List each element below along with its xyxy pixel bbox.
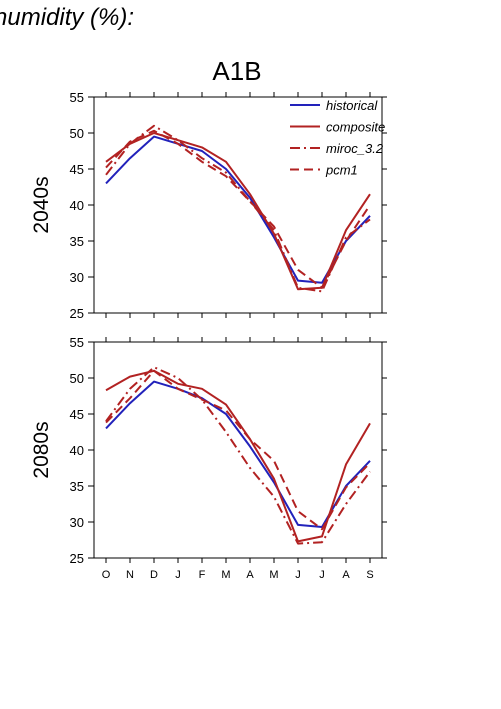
series-line-miroc-3-2 xyxy=(105,124,371,293)
series-line-historical xyxy=(105,135,371,284)
plot-panels: 25 30 35 40 45 50 55 2040s historical composite mi… xyxy=(30,90,387,581)
y-tick-label: 50 xyxy=(70,126,84,141)
y-tick-label: 25 xyxy=(70,551,84,566)
series-line-composite xyxy=(105,132,371,291)
x-tick-label: O xyxy=(102,569,111,581)
chart-panel-1: 25 30 35 40 45 50 55 2040s historical composite mi… xyxy=(30,90,387,321)
x-tick-label: J xyxy=(319,569,325,581)
legend: historical composite miroc_3.2 pcm1 xyxy=(290,98,385,178)
y-tick-label: 40 xyxy=(70,443,84,458)
y-axis-label: 2040s xyxy=(30,176,53,233)
legend-label: miroc_3.2 xyxy=(326,141,384,156)
series-line-miroc-3-2 xyxy=(105,366,371,545)
x-tick-label: D xyxy=(150,569,158,581)
legend-label: composite xyxy=(326,120,385,135)
legend-label: pcm1 xyxy=(325,163,358,178)
panel-title: A1B xyxy=(212,56,261,86)
y-tick-label: 35 xyxy=(70,479,84,494)
legend-label: historical xyxy=(326,98,378,113)
x-tick-label: S xyxy=(366,569,373,581)
x-tick-label: A xyxy=(342,569,350,581)
x-tick-label: M xyxy=(269,569,278,581)
chart-panel-2: 25 30 35 40 45 50 55 O N D J F M A M J J A S 2080s xyxy=(30,335,387,581)
y-tick-label: 30 xyxy=(70,515,84,530)
series-line-pcm1 xyxy=(105,129,371,289)
y-axis-label: 2080s xyxy=(30,421,53,478)
x-tick-label: F xyxy=(199,569,206,581)
series-line-pcm1 xyxy=(105,369,371,531)
y-tick-label: 35 xyxy=(70,234,84,249)
series-line-historical xyxy=(105,380,371,528)
x-tick-label: J xyxy=(295,569,301,581)
y-tick-label: 25 xyxy=(70,306,84,321)
x-tick-label: A xyxy=(246,569,254,581)
x-tick-label: N xyxy=(126,569,134,581)
y-tick-label: 45 xyxy=(70,162,84,177)
x-tick-label: M xyxy=(221,569,230,581)
y-tick-label: 55 xyxy=(70,90,84,105)
y-tick-label: 30 xyxy=(70,270,84,285)
figure-header: humidity (%): xyxy=(0,4,134,31)
y-tick-label: 40 xyxy=(70,198,84,213)
x-tick-label: J xyxy=(175,569,181,581)
y-tick-label: 55 xyxy=(70,335,84,350)
y-tick-label: 50 xyxy=(70,371,84,386)
y-tick-label: 45 xyxy=(70,407,84,422)
